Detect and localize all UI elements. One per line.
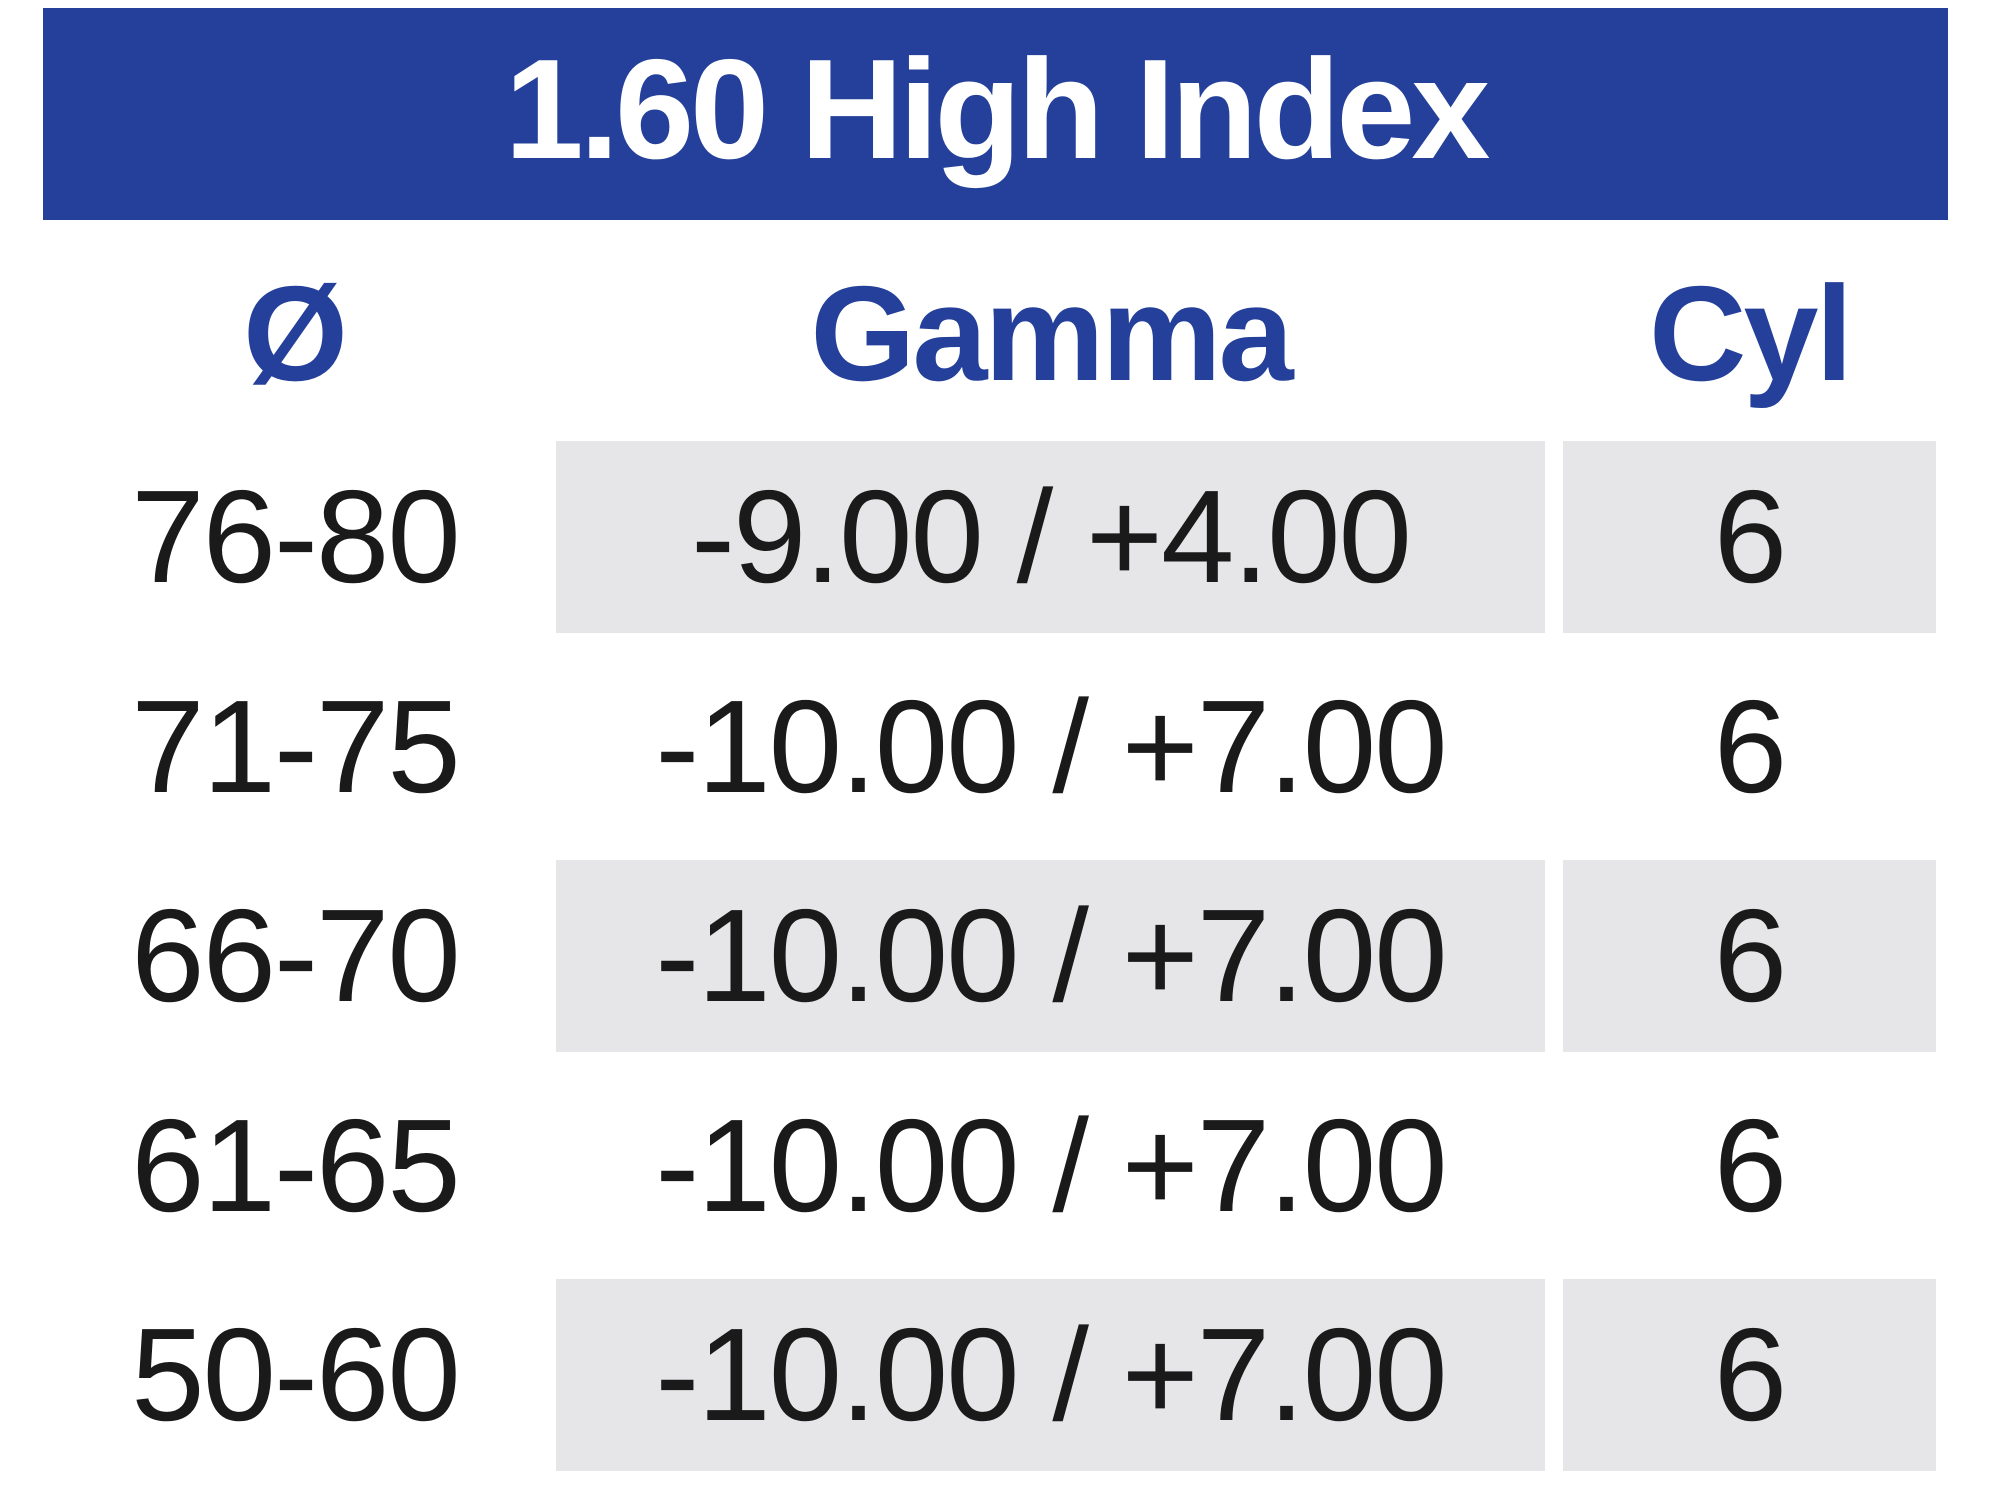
diameter-cell: 76-80 [131,463,461,610]
diameter-cell: 71-75 [131,673,461,820]
table-row: 61-65 -10.00 / +7.00 6 [0,1061,2000,1271]
table-row: 76-80 -9.00 / +4.00 6 [0,432,2000,642]
diameter-cell: 50-60 [131,1301,461,1448]
gamma-range-cell: -10.00 / +7.00 [655,673,1447,820]
column-header-diameter: Ø [242,257,348,409]
table-row: 71-75 -10.00 / +7.00 6 [0,642,2000,852]
cyl-cell: 6 [1563,441,1936,633]
diameter-cell: 61-65 [131,1092,461,1239]
table-title: 1.60 High Index [504,30,1491,189]
cyl-cell: 6 [1713,673,1787,820]
cyl-cell: 6 [1713,1092,1787,1239]
table-row: 66-70 -10.00 / +7.00 6 [0,851,2000,1061]
cyl-cell: 6 [1563,860,1936,1052]
gamma-range-cell: -10.00 / +7.00 [556,860,1545,1052]
gamma-range-cell: -9.00 / +4.00 [556,441,1545,633]
cyl-cell: 6 [1563,1279,1936,1471]
column-header-cyl: Cyl [1648,257,1853,409]
diameter-cell: 66-70 [131,882,461,1029]
gamma-range-cell: -10.00 / +7.00 [556,1279,1545,1471]
gamma-range-cell: -10.00 / +7.00 [655,1092,1447,1239]
table-row: 50-60 -10.00 / +7.00 6 [0,1270,2000,1480]
table-title-banner: 1.60 High Index [43,8,1948,220]
column-header-gamma: Gamma [810,257,1293,409]
